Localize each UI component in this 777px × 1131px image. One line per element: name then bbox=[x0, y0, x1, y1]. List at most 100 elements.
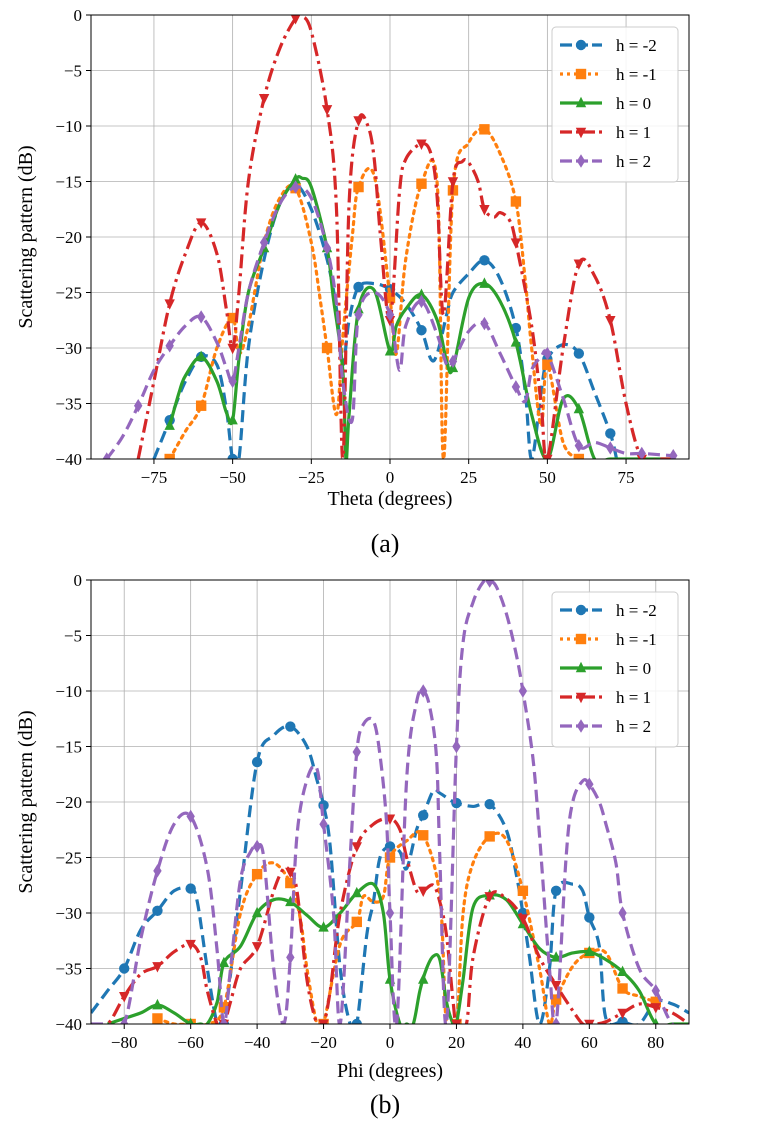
data-point-marker bbox=[251, 868, 263, 880]
x-tick-label: 60 bbox=[581, 1033, 598, 1052]
y-tick-label: −15 bbox=[55, 738, 82, 757]
legend-item: h = 2 bbox=[560, 717, 651, 736]
data-point-marker bbox=[195, 350, 207, 362]
legend-marker bbox=[576, 719, 586, 733]
data-point-marker bbox=[650, 1003, 661, 1014]
legend-label: h = 0 bbox=[616, 94, 651, 113]
chart-b-grid bbox=[91, 579, 689, 1025]
series-line bbox=[91, 816, 689, 1024]
y-tick-label: −30 bbox=[55, 339, 82, 358]
data-point-marker bbox=[385, 308, 395, 322]
chart-a-series-lines bbox=[102, 15, 678, 459]
data-point-marker bbox=[416, 139, 427, 150]
data-point-marker bbox=[195, 400, 207, 411]
data-point-marker bbox=[218, 1002, 230, 1013]
x-tick-label: 40 bbox=[514, 1033, 531, 1052]
data-point-marker bbox=[252, 839, 262, 854]
x-tick-label: −80 bbox=[111, 1033, 138, 1052]
data-point-marker bbox=[418, 886, 429, 897]
y-tick-label: −5 bbox=[64, 62, 82, 81]
chart-a-panel-label: (a) bbox=[371, 529, 400, 558]
data-point-marker bbox=[353, 181, 364, 193]
data-point-marker bbox=[351, 886, 362, 898]
data-point-marker bbox=[484, 799, 495, 810]
legend-item: h = 0 bbox=[560, 659, 651, 678]
data-point-marker bbox=[617, 965, 628, 977]
data-point-marker bbox=[186, 809, 195, 824]
legend-box bbox=[551, 26, 679, 183]
data-point-marker bbox=[228, 374, 237, 388]
data-point-marker bbox=[353, 116, 364, 127]
data-point-marker bbox=[318, 921, 329, 932]
data-point-marker bbox=[227, 343, 238, 355]
legend-marker bbox=[575, 39, 587, 51]
data-point-marker bbox=[484, 831, 495, 842]
legend-label: h = 1 bbox=[616, 123, 651, 142]
data-point-marker bbox=[384, 345, 396, 356]
data-point-marker bbox=[550, 885, 562, 896]
data-point-marker bbox=[617, 1016, 628, 1024]
data-point-marker bbox=[251, 942, 263, 953]
data-point-marker bbox=[152, 998, 163, 1010]
data-point-marker bbox=[134, 399, 143, 413]
data-point-marker bbox=[510, 196, 522, 207]
data-point-marker bbox=[416, 288, 427, 299]
x-tick-label: −75 bbox=[141, 468, 168, 487]
data-point-marker bbox=[419, 684, 428, 698]
data-point-marker bbox=[669, 448, 678, 459]
data-point-marker bbox=[652, 1017, 659, 1024]
data-point-marker bbox=[452, 739, 461, 754]
data-point-marker bbox=[617, 983, 628, 994]
data-point-marker bbox=[290, 173, 301, 184]
data-point-marker bbox=[218, 956, 230, 968]
chart-a-ticks: −75 −50 −25 0 25 50 75 0 −5 −10 −15 −20 −25 −30 −35 −40 bbox=[55, 6, 634, 487]
data-point-marker bbox=[384, 292, 396, 304]
data-point-marker bbox=[510, 238, 522, 249]
data-point-marker bbox=[416, 178, 427, 189]
chart-b-panel-label: (b) bbox=[370, 1090, 400, 1119]
data-point-marker bbox=[196, 310, 206, 324]
series-line bbox=[168, 175, 674, 459]
data-point-marker bbox=[510, 336, 522, 347]
legend-item: h = 2 bbox=[560, 152, 651, 171]
x-tick-label: 0 bbox=[386, 468, 395, 487]
legend-marker bbox=[575, 661, 587, 673]
data-point-marker bbox=[164, 453, 175, 459]
series-line bbox=[91, 724, 689, 1024]
data-point-marker bbox=[637, 446, 646, 459]
data-point-marker bbox=[551, 1017, 561, 1024]
data-point-marker bbox=[318, 1019, 329, 1024]
data-point-marker bbox=[219, 1017, 229, 1024]
legend-item: h = -1 bbox=[560, 630, 657, 649]
legend-label: h = 2 bbox=[616, 152, 651, 171]
data-point-marker bbox=[227, 413, 238, 425]
y-tick-label: −10 bbox=[55, 682, 82, 701]
data-point-marker bbox=[164, 299, 175, 310]
x-tick-label: −40 bbox=[244, 1033, 271, 1052]
x-tick-label: −20 bbox=[310, 1033, 337, 1052]
legend-box bbox=[551, 591, 679, 748]
data-point-marker bbox=[285, 867, 296, 879]
data-point-marker bbox=[286, 950, 295, 965]
legend-label: h = -1 bbox=[616, 65, 657, 84]
chart-b: −80 −60 −40 −20 0 20 40 60 80 0 −5 −10 −15 −20 −25 −30 −… bbox=[15, 571, 690, 1119]
y-tick-label: −35 bbox=[55, 960, 82, 979]
legend-marker bbox=[575, 127, 587, 139]
data-point-marker bbox=[573, 453, 585, 459]
data-point-marker bbox=[418, 973, 429, 984]
data-point-marker bbox=[227, 453, 238, 459]
data-point-marker bbox=[351, 916, 362, 928]
legend-item: h = 0 bbox=[560, 94, 651, 113]
x-tick-label: 80 bbox=[647, 1033, 664, 1052]
y-tick-label: −40 bbox=[55, 1015, 82, 1034]
legend-marker bbox=[575, 68, 587, 80]
data-point-marker bbox=[251, 756, 263, 768]
data-point-marker bbox=[291, 180, 300, 194]
data-point-marker bbox=[573, 402, 585, 414]
data-point-marker bbox=[416, 325, 427, 336]
data-point-marker bbox=[418, 830, 429, 841]
data-point-marker bbox=[251, 906, 263, 918]
data-point-marker bbox=[417, 294, 426, 309]
data-point-marker bbox=[351, 1018, 362, 1024]
data-point-marker bbox=[385, 906, 395, 920]
